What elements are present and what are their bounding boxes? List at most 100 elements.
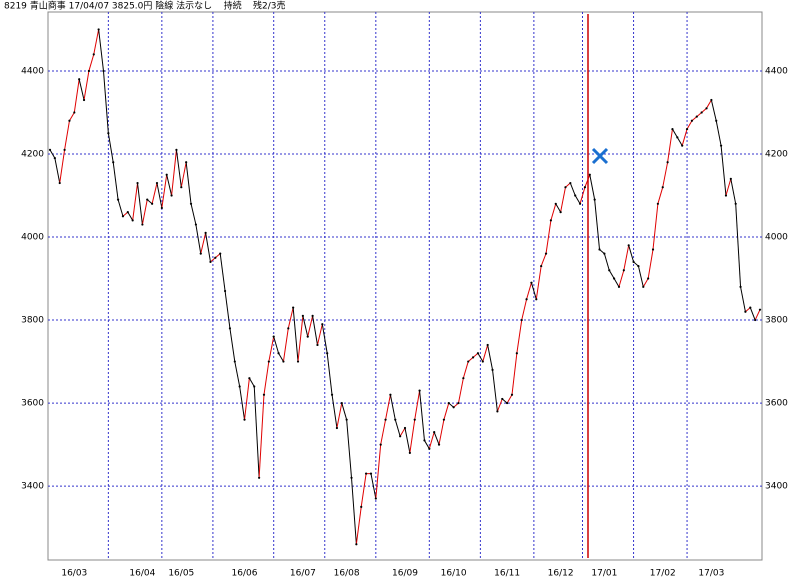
x-tick-label: 16/08 <box>334 569 360 579</box>
price-point <box>535 298 538 301</box>
price-point <box>651 248 655 251</box>
x-tick-label: 17/01 <box>591 569 617 579</box>
price-segment <box>414 390 421 420</box>
price-point <box>749 306 752 309</box>
price-segment <box>409 419 416 453</box>
price-segment <box>341 402 348 420</box>
price-segment <box>715 120 722 146</box>
price-segment <box>419 390 425 441</box>
price-point <box>467 360 470 363</box>
price-point <box>637 264 640 268</box>
y-tick-label: 4400 <box>21 66 44 76</box>
price-segment <box>54 158 61 184</box>
price-point <box>656 202 659 205</box>
y-tick-label-right: 4200 <box>765 149 788 159</box>
price-point <box>491 368 494 371</box>
price-segment <box>438 419 445 445</box>
price-segment <box>107 133 114 163</box>
y-tick-label: 3600 <box>21 399 44 409</box>
price-segment <box>521 299 528 321</box>
price-segment <box>608 269 615 279</box>
price-segment <box>331 394 338 429</box>
price-segment <box>224 290 231 329</box>
price-segment <box>754 309 761 321</box>
price-point <box>228 327 232 330</box>
price-segment <box>637 265 644 287</box>
price-point <box>506 401 509 405</box>
price-point <box>374 497 377 500</box>
price-point <box>647 277 650 280</box>
price-point <box>360 505 363 508</box>
price-segment <box>496 398 503 412</box>
y-tick-label-right: 3600 <box>765 399 788 409</box>
price-segment <box>555 203 562 213</box>
price-segment <box>380 419 387 445</box>
x-tick-label: 16/06 <box>232 569 258 579</box>
price-point <box>116 198 120 201</box>
price-segment <box>662 162 669 188</box>
price-point <box>588 173 591 176</box>
price-point <box>345 418 348 421</box>
price-segment <box>112 162 119 200</box>
plot-frame <box>47 11 763 561</box>
price-segment <box>64 120 70 150</box>
price-segment <box>720 145 727 196</box>
price-point <box>364 472 368 475</box>
price-point <box>199 252 202 255</box>
price-segment <box>730 178 737 204</box>
price-point <box>671 127 674 131</box>
price-segment <box>59 149 66 184</box>
price-point <box>569 181 572 185</box>
price-point <box>549 219 552 222</box>
price-point <box>160 206 163 210</box>
price-segment <box>574 195 581 205</box>
price-segment <box>336 402 343 429</box>
price-segment <box>132 182 139 221</box>
price-segment <box>492 369 498 412</box>
price-point <box>603 252 606 255</box>
price-point <box>593 198 596 201</box>
x-tick-label: 16/04 <box>129 569 155 579</box>
price-segment <box>321 324 328 354</box>
price-segment <box>190 203 197 225</box>
price-point <box>754 318 757 322</box>
price-point <box>433 431 436 434</box>
price-segment <box>618 270 625 287</box>
price-point <box>729 177 732 180</box>
price-point <box>243 418 246 421</box>
chart-title: 8219 青山商事 17/04/07 3825.0円 陰線 法示なし 持続 残2… <box>4 0 286 12</box>
price-point <box>78 78 81 81</box>
price-point <box>175 148 178 151</box>
price-segment <box>307 315 314 337</box>
price-segment <box>540 253 547 267</box>
price-point <box>301 314 304 317</box>
price-point <box>608 269 611 272</box>
price-segment <box>98 29 104 72</box>
x-tick-label: 16/11 <box>494 569 520 579</box>
price-segment <box>628 245 635 263</box>
price-segment <box>205 232 211 263</box>
price-point <box>340 401 343 405</box>
price-point <box>418 389 421 392</box>
price-segment <box>725 178 732 196</box>
price-segment <box>297 315 304 362</box>
price-segment <box>550 203 557 221</box>
price-point <box>540 264 543 268</box>
price-point <box>496 410 499 413</box>
price-point <box>233 360 236 363</box>
price-segment <box>535 266 542 300</box>
price-segment <box>93 29 100 55</box>
price-point <box>724 194 728 197</box>
price-segment <box>594 199 601 250</box>
price-segment <box>171 149 177 196</box>
x-tick-label: 17/02 <box>650 569 676 579</box>
price-point <box>437 443 441 446</box>
price-segment <box>200 232 207 254</box>
price-segment <box>613 278 620 288</box>
price-segment <box>706 99 712 109</box>
x-tick-label: 16/09 <box>392 569 418 579</box>
price-point <box>330 393 334 396</box>
price-segment <box>166 174 173 196</box>
price-point <box>136 181 139 185</box>
